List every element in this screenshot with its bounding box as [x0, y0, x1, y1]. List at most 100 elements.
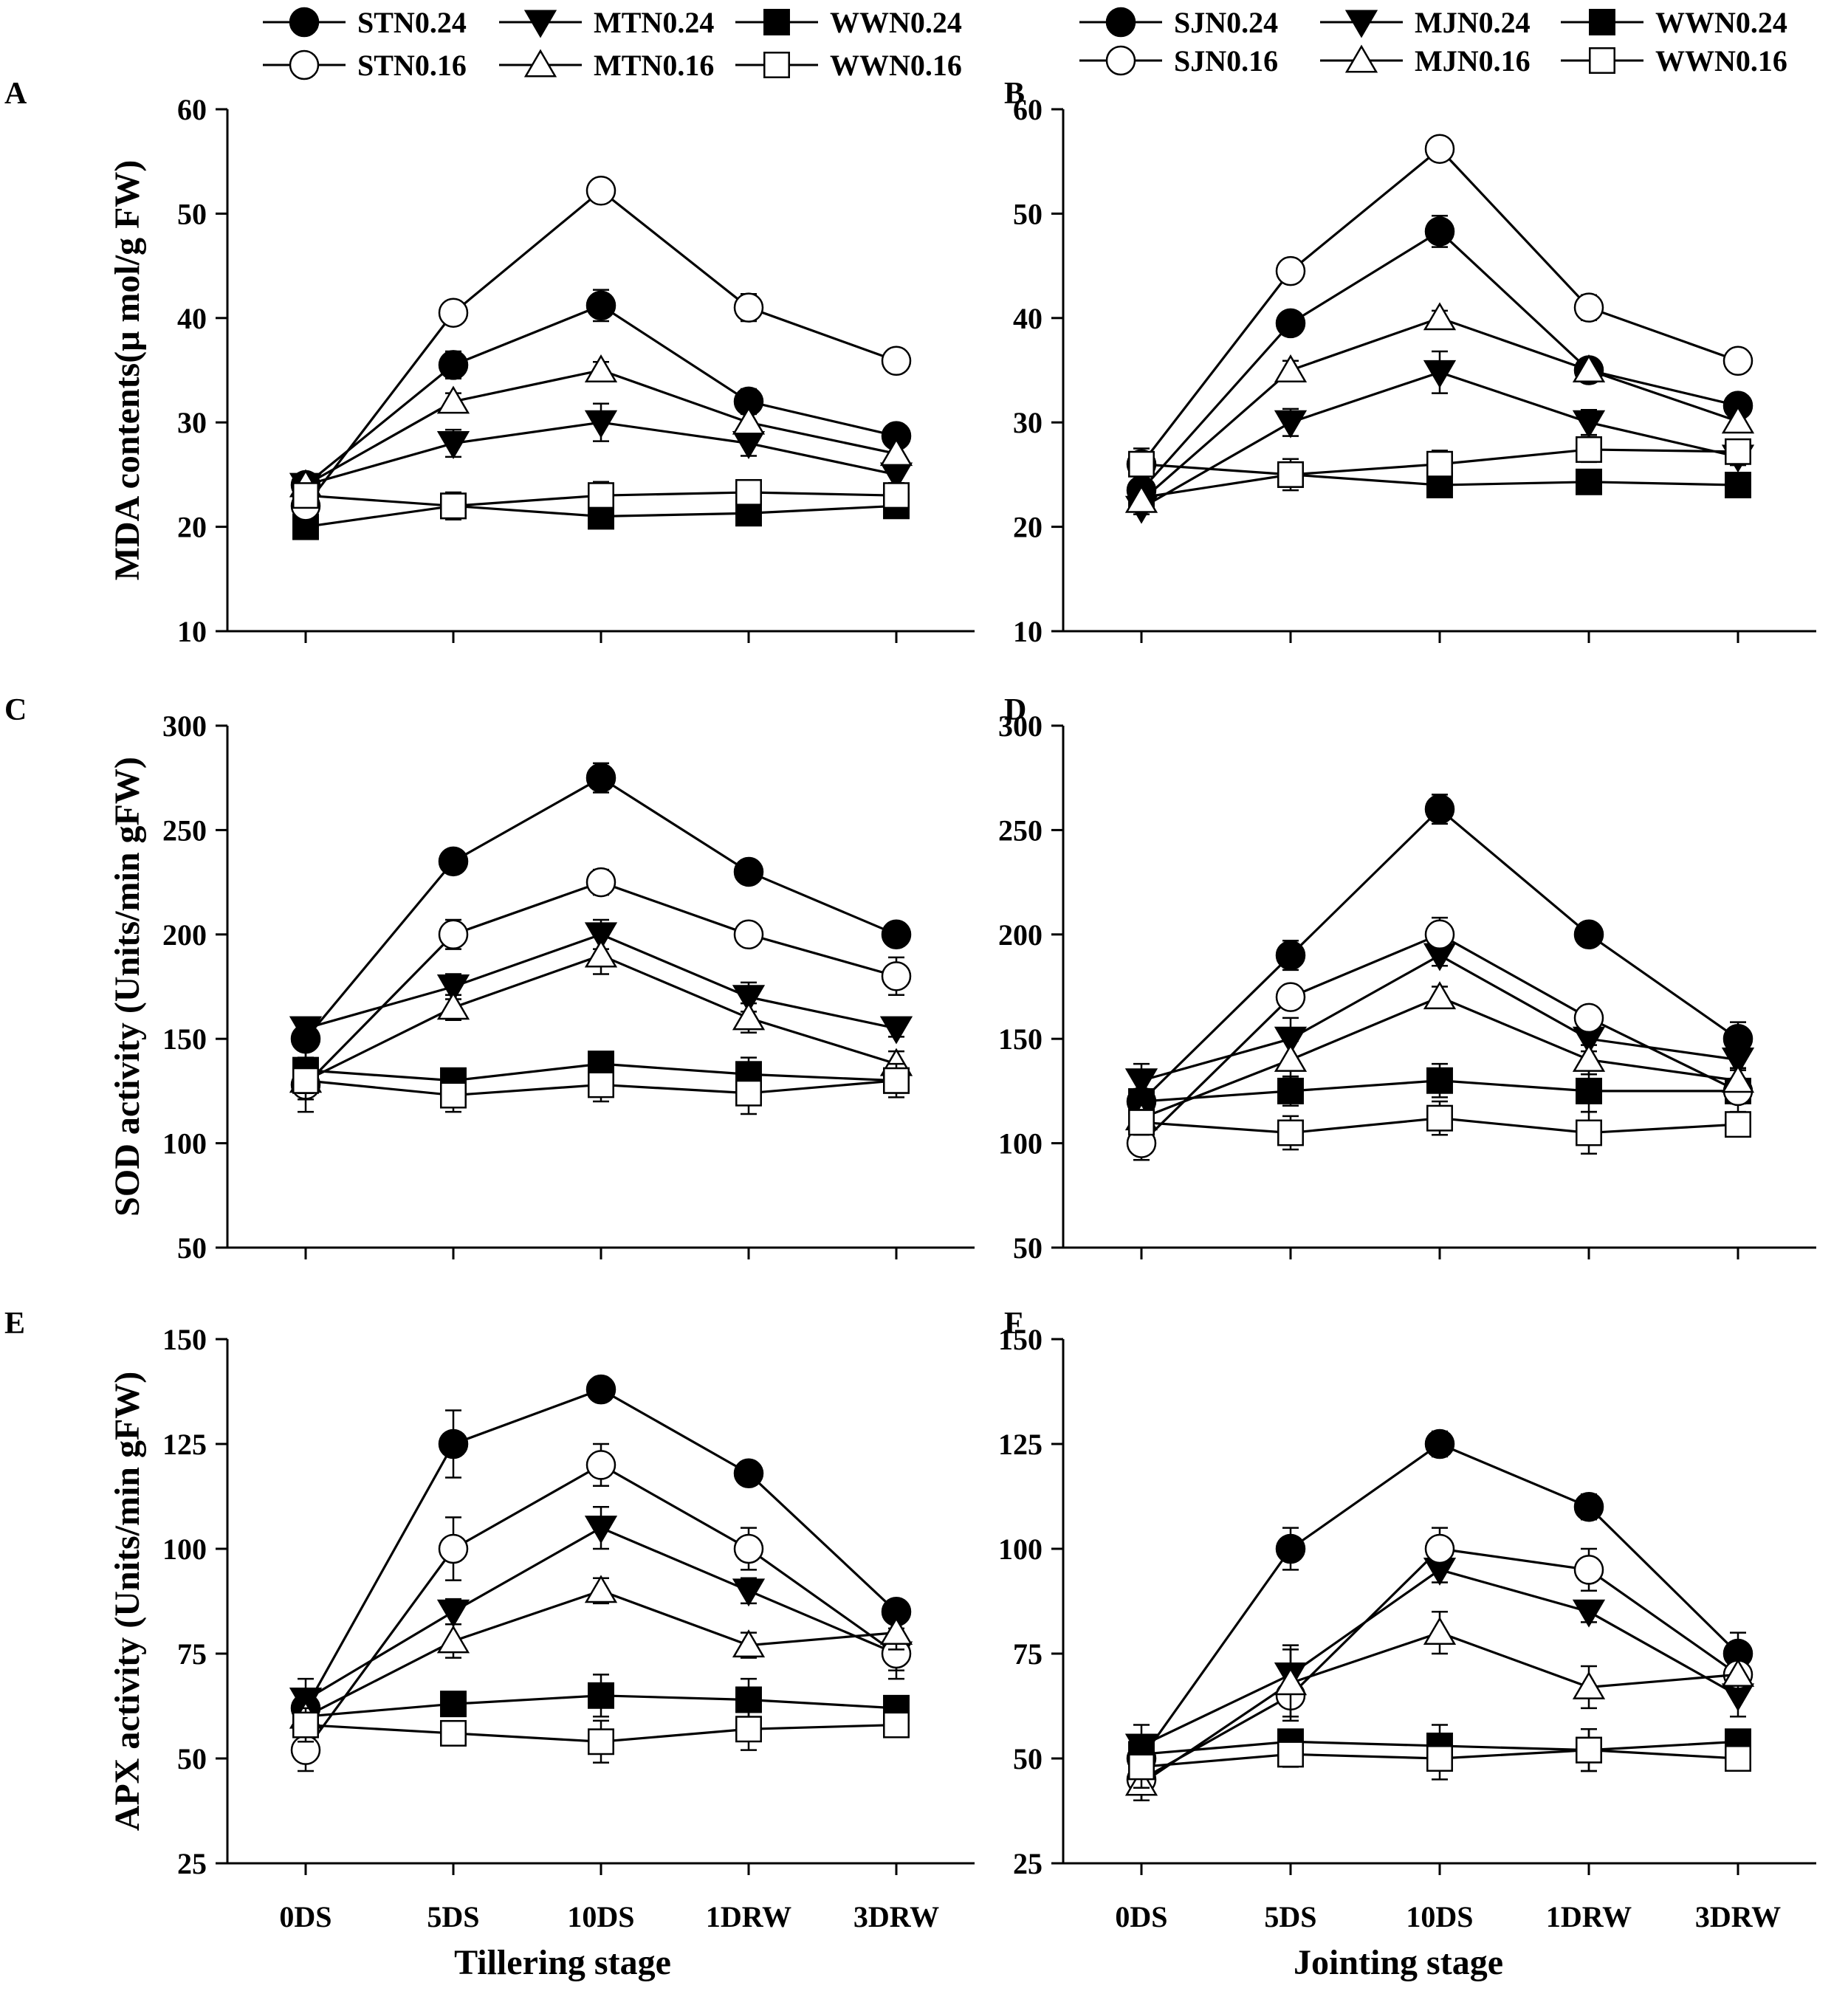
legend-item-mjn0-24: MJN0.24 — [1320, 6, 1531, 39]
data-point-wwn0-24-1drw — [735, 1686, 762, 1713]
legend-label: MTN0.24 — [594, 6, 714, 39]
data-point-stn0-16-1drw — [733, 292, 764, 323]
data-point-stn0-16-5ds — [438, 919, 469, 950]
legend-item-stn0-24: STN0.24 — [263, 6, 467, 39]
legend-tillering: STN0.24 MTN0.24 WWN0.24 STN0.16 MTN0.16 WWN0.… — [263, 6, 962, 82]
data-point-wwn0-16-0ds — [1128, 1753, 1155, 1781]
data-point-mjn0-24-0ds — [1124, 1068, 1158, 1097]
legend-marker-stn0-24 — [289, 7, 320, 38]
series-wwn0-16 — [1128, 436, 1751, 492]
series-line — [304, 304, 897, 486]
y-tick-label: 125 — [998, 1428, 1042, 1461]
data-point-sjn0-24-5ds — [1275, 1533, 1306, 1564]
y-tick-label: 300 — [998, 709, 1042, 743]
data-point-mtn0-24-0ds — [289, 1016, 323, 1045]
x-tick-label: 10DS — [1406, 1900, 1473, 1933]
data-point-wwn0-16-1drw — [1576, 1119, 1602, 1146]
data-point-wwn0-16-3drw — [1725, 1111, 1751, 1138]
data-point-stn0-16-10ds — [585, 1450, 616, 1480]
data-point-mjn0-16-5ds — [1274, 1667, 1308, 1696]
panel-label: F — [1004, 1307, 1023, 1341]
data-point-wwn0-16-5ds — [440, 1719, 467, 1747]
data-point-stn0-24-10ds — [585, 1374, 616, 1405]
data-point-wwn0-16-5ds — [440, 1082, 467, 1109]
legend-item-mtn0-24: MTN0.24 — [499, 6, 714, 39]
x-tick-label: 0DS — [1115, 1900, 1167, 1933]
data-point-sjn0-16-1drw — [1573, 292, 1604, 323]
data-point-mtn0-24-5ds — [436, 974, 470, 1003]
data-point-sjn0-24-5ds — [1275, 308, 1306, 339]
data-point-sjn0-24-5ds — [1275, 940, 1306, 971]
x-tick-label: 3DRW — [1695, 1900, 1781, 1933]
data-point-wwn0-16-0ds — [1128, 1109, 1155, 1136]
y-tick-label: 250 — [998, 814, 1042, 847]
data-point-mtn0-16-10ds — [584, 939, 618, 968]
data-point-wwn0-24-5ds — [440, 1691, 467, 1718]
data-point-mjn0-16-1drw — [1572, 354, 1606, 382]
legend-label: SJN0.24 — [1174, 6, 1278, 39]
y-tick-label: 100 — [162, 1533, 207, 1566]
data-point-wwn0-16-3drw — [883, 1067, 910, 1094]
y-tick-label: 60 — [1013, 93, 1042, 126]
data-point-stn0-16-1drw — [733, 919, 764, 950]
y-tick-label: 100 — [998, 1533, 1042, 1566]
y-tick-label: 50 — [1013, 197, 1042, 230]
data-point-stn0-24-10ds — [585, 763, 616, 793]
data-point-wwn0-16-0ds — [292, 1711, 319, 1739]
x-tick-label: 0DS — [279, 1900, 332, 1933]
series-sjn0-16 — [1126, 916, 1753, 1161]
series-wwn0-16 — [292, 1707, 910, 1764]
data-point-mtn0-16-3drw — [879, 438, 913, 467]
data-point-mtn0-16-1drw — [732, 406, 766, 435]
data-point-sjn0-16-10ds — [1424, 134, 1455, 164]
data-point-wwn0-24-10ds — [1426, 1067, 1453, 1094]
legend-label: MTN0.16 — [594, 49, 714, 82]
x-tick-label: 10DS — [567, 1900, 634, 1933]
data-point-sjn0-16-3drw — [1722, 345, 1753, 376]
data-point-stn0-24-5ds — [438, 1428, 469, 1459]
legend-item-wwn0-16: WWN0.16 — [1561, 44, 1787, 78]
y-tick-label: 20 — [1013, 511, 1042, 544]
series-stn0-16 — [290, 176, 912, 521]
data-point-wwn0-16-1drw — [735, 478, 762, 506]
x-tick-label: 5DS — [1264, 1900, 1316, 1933]
y-tick-label: 10 — [177, 615, 207, 648]
data-point-wwn0-24-10ds — [588, 1682, 614, 1709]
data-point-stn0-24-10ds — [585, 290, 616, 321]
y-tick-label: 75 — [1013, 1637, 1042, 1671]
data-point-stn0-16-5ds — [438, 298, 469, 328]
data-point-mjn0-16-10ds — [1423, 981, 1457, 1010]
data-point-sjn0-16-1drw — [1573, 1555, 1604, 1585]
data-point-wwn0-16-5ds — [440, 492, 467, 520]
legend-label: STN0.24 — [357, 6, 467, 39]
data-point-stn0-24-5ds — [438, 350, 469, 380]
data-point-mtn0-24-10ds — [584, 1516, 618, 1544]
series-sjn0-24 — [1126, 1428, 1753, 1776]
data-point-sjn0-24-1drw — [1573, 1491, 1604, 1522]
y-tick-label: 100 — [998, 1127, 1042, 1160]
x-tick-label: 1DRW — [1546, 1900, 1632, 1933]
legend-label: MJN0.24 — [1415, 6, 1531, 39]
data-point-wwn0-16-3drw — [883, 482, 910, 509]
y-tick-label: 50 — [1013, 1231, 1042, 1265]
y-tick-label: 50 — [1013, 1742, 1042, 1775]
data-point-mjn0-24-3drw — [1721, 1048, 1755, 1076]
y-tick-label: 100 — [162, 1127, 207, 1160]
y-tick-label: 150 — [162, 1323, 207, 1356]
data-point-stn0-24-3drw — [881, 919, 912, 950]
legend-label: WWN0.24 — [830, 6, 962, 39]
data-point-wwn0-16-3drw — [1725, 438, 1751, 465]
data-point-mjn0-24-1drw — [1572, 410, 1606, 439]
data-point-sjn0-16-10ds — [1424, 919, 1455, 950]
y-tick-label: 150 — [162, 1022, 207, 1056]
legend-label: STN0.16 — [357, 49, 467, 82]
legend-item-sjn0-24: SJN0.24 — [1079, 6, 1278, 39]
legend-marker-wwn0-24 — [1589, 9, 1615, 35]
series-mjn0-16 — [1124, 302, 1755, 513]
data-point-mjn0-24-10ds — [1423, 360, 1457, 388]
data-point-wwn0-16-10ds — [1426, 1745, 1453, 1772]
data-point-wwn0-16-1drw — [1576, 1736, 1602, 1764]
y-tick-label: 150 — [998, 1323, 1042, 1356]
data-point-wwn0-16-5ds — [1277, 461, 1304, 488]
panel-E: E 25 50 75 100 125 150 0DS 5DS 10DS 1DRW 3DRW APX ac… — [4, 1307, 975, 1933]
